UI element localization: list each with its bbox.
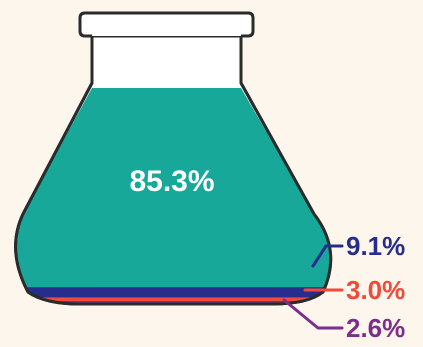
leader-2-6 xyxy=(282,298,344,330)
flask-lip xyxy=(78,11,255,38)
value-label-3-0: 3.0% xyxy=(346,275,405,305)
value-label-2-6: 2.6% xyxy=(346,313,405,343)
flask-outline xyxy=(14,36,333,306)
value-label-9-1: 9.1% xyxy=(346,231,405,261)
layer-9-1 xyxy=(15,287,331,298)
layer-3-0 xyxy=(15,297,331,302)
main-value-label: 85.3% xyxy=(129,165,214,198)
leader-9-1 xyxy=(311,244,344,268)
